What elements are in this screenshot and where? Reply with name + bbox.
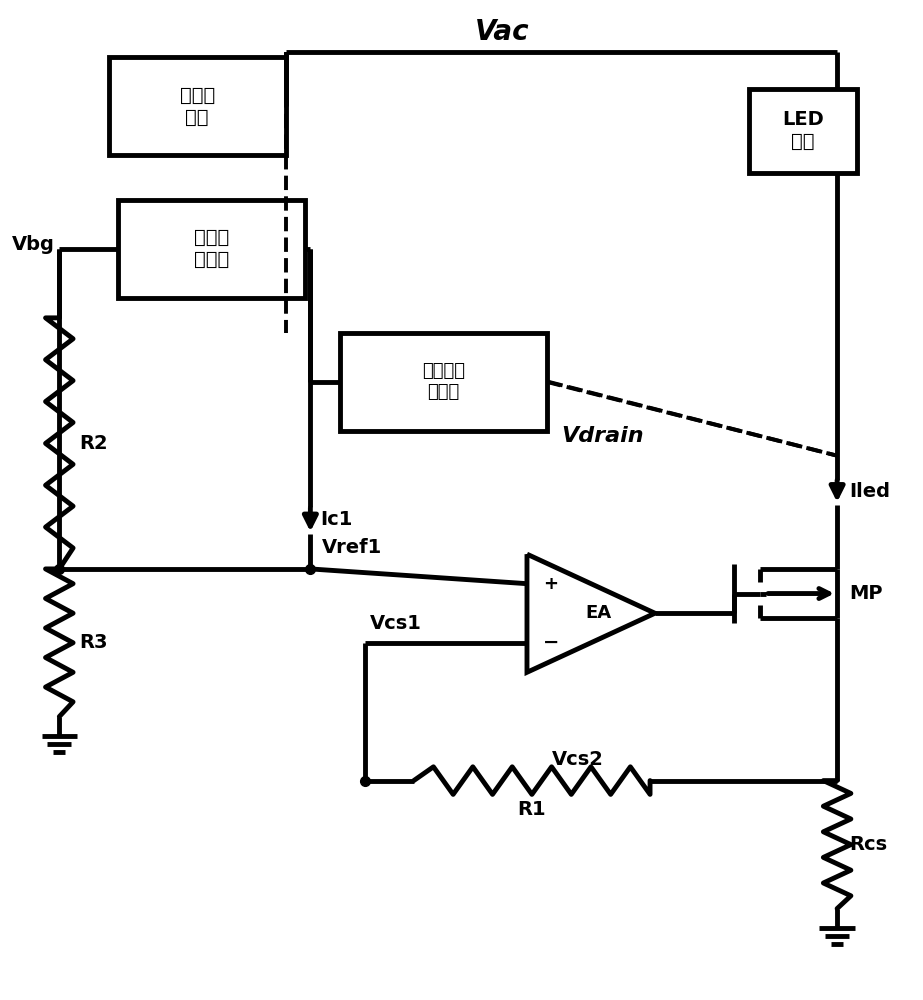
Text: EA: EA	[586, 604, 612, 622]
Text: Vref1: Vref1	[322, 538, 382, 557]
Text: Rcs: Rcs	[849, 835, 887, 854]
Text: 参考电
压模块: 参考电 压模块	[195, 228, 230, 269]
Text: −: −	[543, 633, 559, 652]
Text: 线电压补
偿模块: 线电压补 偿模块	[422, 362, 465, 401]
Bar	[340, 333, 546, 431]
Text: Iled: Iled	[849, 482, 890, 501]
Bar	[749, 89, 857, 173]
Text: Vdrain: Vdrain	[561, 426, 644, 446]
Text: LED
负载: LED 负载	[782, 110, 823, 151]
Text: +: +	[543, 575, 557, 593]
Text: Vac: Vac	[475, 18, 530, 46]
Text: R1: R1	[518, 800, 546, 819]
Text: 输入电
压源: 输入电 压源	[180, 86, 215, 127]
Text: Vcs1: Vcs1	[369, 614, 421, 633]
Bar	[118, 200, 306, 298]
Text: Vbg: Vbg	[11, 235, 54, 254]
Text: MP: MP	[849, 584, 882, 603]
Text: Ic1: Ic1	[320, 510, 353, 529]
Text: R3: R3	[79, 633, 107, 652]
Text: R2: R2	[79, 434, 108, 453]
Text: Vcs2: Vcs2	[552, 750, 604, 769]
Bar	[109, 57, 286, 155]
